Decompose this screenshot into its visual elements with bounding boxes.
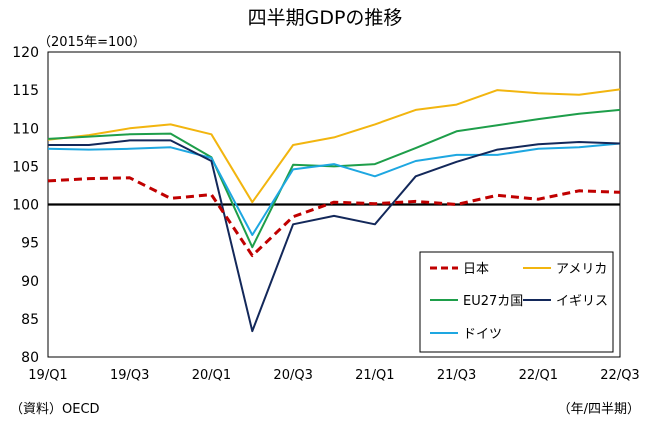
series-line-4 [47, 142, 621, 236]
series-layer [47, 88, 621, 333]
unit-label: （2015年=100） [38, 35, 146, 50]
x-axis: 19/Q1 19/Q3 20/Q1 20/Q3 21/Q1 21/Q3 22/Q1 22/Q3 [28, 368, 639, 383]
y-tick-label: 80 [21, 350, 39, 366]
x-tick-label: 21/Q3 [437, 368, 476, 383]
x-tick-label: 20/Q3 [273, 368, 312, 383]
series-line-3 [48, 139, 621, 333]
legend-label-0: 日本 [463, 262, 489, 277]
series-line-2 [47, 108, 621, 249]
legend-box [419, 251, 614, 353]
y-tick-label: 120 [12, 45, 39, 61]
legend-label-1: アメリカ [556, 262, 607, 277]
x-tick-label: 21/Q1 [355, 368, 394, 383]
legend-label-2: EU27カ国 [463, 294, 523, 309]
legend-label-4: ドイツ [463, 327, 502, 342]
y-tick-label: 110 [12, 121, 39, 137]
x-tick-label: 19/Q1 [28, 368, 67, 383]
source-note: （資料）OECD [10, 402, 100, 417]
y-tick-label: 100 [12, 198, 39, 214]
y-tick-label: 90 [21, 274, 39, 290]
period-note: （年/四半期） [558, 402, 640, 417]
legend-label-3: イギリス [556, 294, 608, 309]
x-tick-label: 20/Q1 [192, 368, 231, 383]
x-tick-label: 22/Q3 [600, 368, 639, 383]
series-line-1 [47, 88, 621, 204]
y-tick-label: 115 [12, 83, 39, 99]
chart-title: 四半期GDPの推移 [248, 7, 403, 29]
y-tick-label: 85 [21, 312, 39, 328]
series-line-0 [47, 176, 621, 258]
x-tick-label: 22/Q1 [519, 368, 558, 383]
y-tick-label: 105 [12, 159, 39, 175]
x-tick-label: 19/Q3 [110, 368, 149, 383]
y-tick-label: 95 [21, 236, 39, 252]
y-axis: 80 85 90 95 100 105 110 115 120 [12, 45, 39, 366]
